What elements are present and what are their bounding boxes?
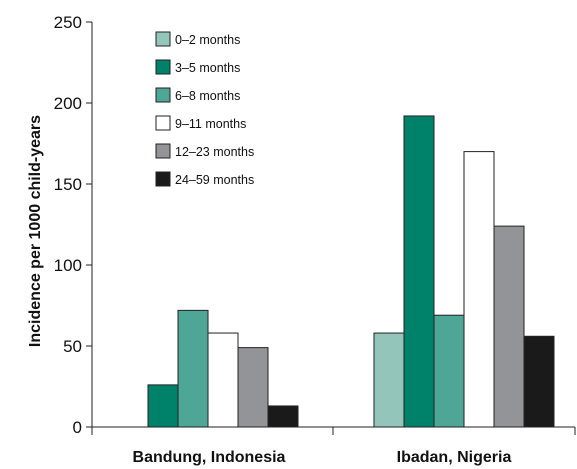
legend-swatch xyxy=(155,115,171,131)
legend-label: 12–23 months xyxy=(175,145,254,159)
legend-swatch xyxy=(155,171,171,187)
bar xyxy=(403,115,435,428)
bars xyxy=(147,115,555,428)
bar xyxy=(373,332,405,428)
bar xyxy=(433,314,465,428)
bar xyxy=(147,384,179,428)
legend-swatch xyxy=(155,59,171,75)
bar xyxy=(523,335,555,428)
y-tick-label: 200 xyxy=(54,94,82,113)
legend-label: 6–8 months xyxy=(175,89,240,103)
y-axis-ticks: 0 50 100 150 200 250 xyxy=(54,13,92,437)
y-tick-label: 0 xyxy=(73,418,82,437)
legend-label: 3–5 months xyxy=(175,61,240,75)
bar xyxy=(267,405,299,428)
bar xyxy=(207,332,239,428)
legend-swatch xyxy=(155,87,171,103)
x-category-label: Ibadan, Nigeria xyxy=(397,449,512,466)
x-axis-ticks: Bandung, Indonesia Ibadan, Nigeria xyxy=(91,427,576,466)
legend-label: 24–59 months xyxy=(175,173,254,187)
y-tick-label: 250 xyxy=(54,13,82,32)
bar xyxy=(493,225,525,428)
bar xyxy=(463,151,495,428)
x-category-label: Bandung, Indonesia xyxy=(133,449,286,466)
bar xyxy=(237,347,269,428)
y-tick-label: 150 xyxy=(54,175,82,194)
legend: 0–2 months 3–5 months 6–8 months 9–11 month… xyxy=(155,31,254,187)
y-tick-label: 50 xyxy=(63,337,82,356)
legend-swatch xyxy=(155,31,171,47)
y-axis-title: Incidence per 1000 child-years xyxy=(27,115,44,347)
y-tick-label: 100 xyxy=(54,256,82,275)
legend-label: 9–11 months xyxy=(175,117,246,131)
legend-label: 0–2 months xyxy=(175,33,240,47)
legend-swatch xyxy=(155,143,171,159)
bar xyxy=(177,309,209,428)
